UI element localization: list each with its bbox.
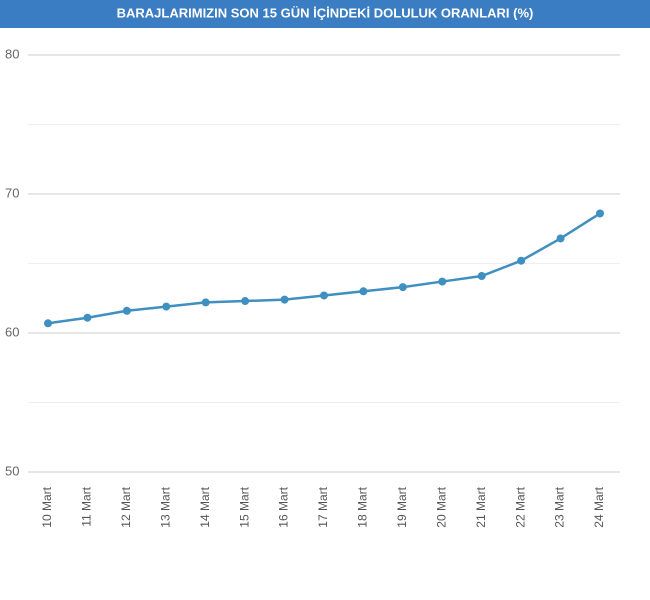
data-line bbox=[47, 212, 601, 325]
data-point bbox=[122, 306, 131, 315]
title-banner bbox=[0, 0, 650, 28]
data-point bbox=[280, 295, 289, 304]
y-tick-label: 50 bbox=[5, 463, 19, 478]
x-tick-label: 16 Mart bbox=[277, 486, 291, 527]
y-tick-label: 70 bbox=[5, 185, 19, 200]
chart-title: BARAJLARIMIZIN SON 15 GÜN İÇİNDEKİ DOLUL… bbox=[117, 5, 534, 20]
data-point bbox=[162, 302, 171, 311]
x-tick-label: 23 Mart bbox=[553, 486, 567, 527]
y-tick-label: 60 bbox=[5, 324, 19, 339]
x-tick-label: 20 Mart bbox=[434, 486, 448, 527]
data-point bbox=[438, 277, 447, 286]
x-tick-label: 17 Mart bbox=[316, 486, 330, 527]
y-tick-label: 80 bbox=[5, 46, 19, 61]
data-point bbox=[398, 283, 407, 292]
data-point bbox=[359, 287, 368, 296]
data-point bbox=[44, 319, 52, 328]
x-tick-label: 10 Mart bbox=[40, 486, 54, 527]
data-point bbox=[201, 298, 210, 307]
data-point bbox=[556, 234, 565, 243]
data-point bbox=[320, 291, 328, 300]
data-point bbox=[477, 272, 486, 281]
data-point bbox=[596, 209, 604, 218]
x-tick-label: 18 Mart bbox=[356, 486, 370, 527]
x-tick-label: 13 Mart bbox=[158, 486, 172, 527]
x-tick-label: 15 Mart bbox=[237, 486, 251, 527]
x-tick-label: 24 Mart bbox=[592, 486, 606, 527]
x-tick-label: 11 Mart bbox=[80, 486, 94, 526]
x-tick-label: 22 Mart bbox=[513, 486, 527, 527]
data-point bbox=[517, 256, 526, 265]
x-tick-label: 19 Mart bbox=[395, 486, 409, 527]
x-tick-label: 21 Mart bbox=[474, 486, 488, 527]
data-point bbox=[241, 297, 250, 306]
x-tick-label: 14 Mart bbox=[198, 486, 212, 527]
x-tick-label: 12 Mart bbox=[119, 486, 133, 527]
data-point bbox=[83, 313, 92, 322]
